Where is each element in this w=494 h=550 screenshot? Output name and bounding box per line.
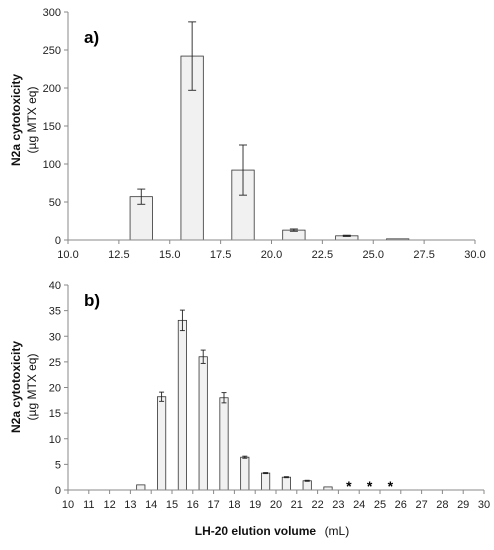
- y-tick-label: 0: [55, 235, 61, 247]
- x-ticks-b: 10 11 12 13 14 15 16 17 18 19 20 21 22 23 24 25 26 27 28 29…: [62, 490, 490, 511]
- panel-a: a) N2a cytotoxicity (µg MTX eq) 0 50 100 15…: [9, 7, 486, 261]
- panel-label-b: b): [84, 291, 100, 310]
- panel-label-a: a): [84, 28, 99, 47]
- panel-b: b) N2a cytotoxicity (µg MTX eq) 0 5 10 15 20…: [9, 280, 490, 539]
- bars-a: [129, 21, 410, 241]
- y-tick-label: 5: [55, 459, 61, 471]
- x-tick-label: 27.5: [413, 249, 434, 261]
- y-tick-label: 150: [43, 121, 61, 133]
- x-tick-label: 29: [457, 499, 469, 511]
- x-tick-label: 28: [436, 499, 448, 511]
- x-tick-label: 22.5: [312, 249, 333, 261]
- bar: [157, 396, 167, 491]
- x-tick-label: 20: [270, 499, 282, 511]
- x-tick-label: 21: [291, 499, 303, 511]
- bar: [136, 484, 146, 491]
- x-tick-label: 14: [145, 499, 157, 511]
- y-axis-unit-b: (µg MTX eq): [25, 354, 39, 421]
- y-tick-label: 10: [49, 434, 61, 446]
- annotations-b: * * *: [346, 478, 394, 494]
- y-axis-unit-a: (µg MTX eq): [25, 87, 39, 154]
- x-tick-label: 25.0: [363, 249, 384, 261]
- x-tick-label: 17: [207, 499, 219, 511]
- y-tick-label: 200: [43, 83, 61, 95]
- bar: [177, 319, 187, 491]
- y-tick-label: 35: [49, 306, 61, 318]
- x-tick-label: 12.5: [108, 249, 129, 261]
- x-axis-title-b: LH-20 elution volume (mL): [195, 522, 349, 539]
- y-ticks-a: 0 50 100 150 200 250 300: [43, 7, 68, 247]
- x-tick-label: 25: [374, 499, 386, 511]
- x-tick-label: 23: [332, 499, 344, 511]
- y-tick-label: 25: [49, 357, 61, 369]
- y-axis-title-b: N2a cytotoxicity: [9, 341, 23, 433]
- y-ticks-b: 0 5 10 15 20 25 30 35 40: [49, 280, 68, 497]
- y-tick-label: 30: [49, 331, 61, 343]
- x-axis-title-unit: (mL): [325, 524, 350, 538]
- annotation-asterisk: *: [346, 478, 352, 494]
- y-tick-label: 20: [49, 383, 61, 395]
- annotation-asterisk: *: [388, 478, 394, 494]
- x-axis-title-main: LH-20 elution volume: [195, 524, 317, 538]
- bar: [198, 356, 208, 491]
- bar: [302, 480, 312, 491]
- x-tick-label: 10.0: [57, 249, 78, 261]
- x-tick-label: 15.0: [159, 249, 180, 261]
- x-tick-label: 20.0: [261, 249, 282, 261]
- x-tick-label: 19: [249, 499, 261, 511]
- x-tick-label: 16: [187, 499, 199, 511]
- bar: [240, 456, 250, 491]
- bar: [261, 472, 271, 491]
- x-tick-label: 12: [103, 499, 115, 511]
- x-tick-label: 15: [166, 499, 178, 511]
- x-ticks-a: 10.0 12.5 15.0 17.5 20.0 22.5 25.0 27.5 30.0: [57, 240, 486, 261]
- y-tick-label: 50: [49, 197, 61, 209]
- x-tick-label: 30: [478, 499, 490, 511]
- y-tick-label: 250: [43, 45, 61, 57]
- x-tick-label: 13: [124, 499, 136, 511]
- bar: [219, 397, 229, 491]
- x-tick-label: 26: [395, 499, 407, 511]
- x-tick-label: 30.0: [464, 249, 485, 261]
- x-tick-label: 10: [62, 499, 74, 511]
- y-axis-title-a: N2a cytotoxicity: [9, 74, 23, 166]
- annotation-asterisk: *: [367, 478, 373, 494]
- y-tick-label: 300: [43, 7, 61, 19]
- y-tick-label: 40: [49, 280, 61, 292]
- x-tick-label: 18: [228, 499, 240, 511]
- bar: [281, 476, 291, 491]
- x-tick-label: 24: [353, 499, 365, 511]
- x-tick-label: 22: [311, 499, 323, 511]
- x-tick-label: 11: [83, 499, 94, 511]
- x-tick-label: 27: [415, 499, 427, 511]
- x-tick-label: 17.5: [210, 249, 231, 261]
- y-tick-label: 0: [55, 485, 61, 497]
- bars-b: [136, 309, 333, 491]
- y-tick-label: 100: [43, 159, 61, 171]
- y-tick-label: 15: [49, 408, 61, 420]
